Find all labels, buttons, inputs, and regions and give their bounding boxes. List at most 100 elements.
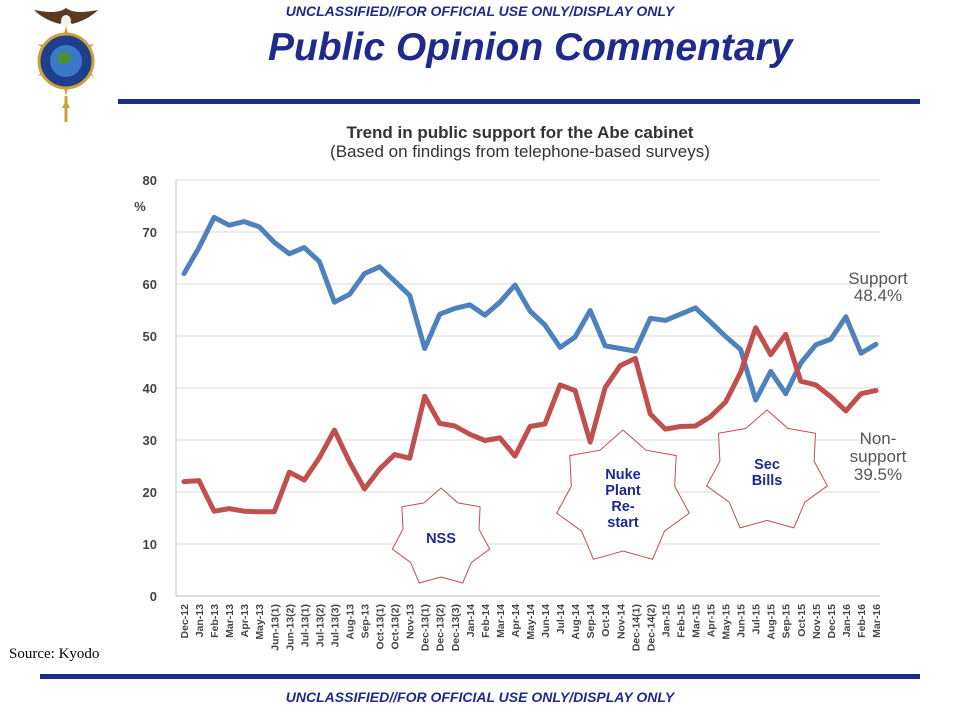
support-point <box>558 345 562 349</box>
chart-subtitle: (Based on findings from telephone-based … <box>330 142 710 161</box>
support-point <box>453 306 457 310</box>
x-tick-label: Dec-13(2) <box>435 604 447 651</box>
support-series-name: Support <box>848 269 908 288</box>
support-point <box>799 361 803 365</box>
x-tick-label: Aug-14 <box>570 604 582 640</box>
non-support-point <box>543 422 547 426</box>
non-support-point <box>588 440 592 444</box>
non-support-point <box>769 353 773 357</box>
non-support-point <box>197 479 201 483</box>
x-tick-label: Dec-12 <box>179 604 191 639</box>
non-support-point <box>423 394 427 398</box>
x-tick-label: Feb-15 <box>675 604 687 638</box>
support-point <box>513 283 517 287</box>
support-point <box>257 225 261 229</box>
x-tick-label: Oct-13(1) <box>375 604 387 650</box>
support-point <box>814 343 818 347</box>
x-tick-label: Jul-13(3) <box>329 604 341 647</box>
support-point <box>588 309 592 312</box>
x-tick-label: May-13 <box>254 604 266 640</box>
non-support-point <box>242 509 246 513</box>
x-tick-label: Dec-13(3) <box>450 604 462 651</box>
non-support-point <box>317 456 321 460</box>
x-tick-label: Jul-13(1) <box>299 604 311 647</box>
command-seal-icon <box>34 8 98 122</box>
support-point <box>348 292 351 296</box>
support-point <box>739 348 743 351</box>
x-tick-label: Jul-13(2) <box>314 604 326 647</box>
non-support-point <box>784 332 788 336</box>
non-support-point <box>227 507 231 511</box>
x-tick-label: Jan-16 <box>841 604 853 637</box>
y-tick-label: 80 <box>143 173 157 188</box>
non-support-point <box>648 412 652 416</box>
callout-text: Plant <box>605 483 641 499</box>
non-support-point <box>257 510 261 514</box>
x-tick-label: Feb-14 <box>480 604 492 638</box>
non-support-point <box>468 432 472 436</box>
y-tick-label: 20 <box>143 485 157 500</box>
support-point <box>227 223 231 227</box>
support-point <box>874 342 878 346</box>
x-tick-label: Aug-15 <box>766 604 778 640</box>
non-support-point <box>799 379 803 383</box>
x-tick-label: Jun-15 <box>736 604 748 638</box>
x-tick-label: Dec-14(2) <box>645 604 657 651</box>
non-support-point <box>453 424 457 428</box>
non-support-point <box>558 383 562 387</box>
source-note: Source: Kyodo <box>9 646 100 662</box>
non-support-point <box>498 436 502 440</box>
non-support-point <box>363 487 366 491</box>
x-tick-label: May-15 <box>721 604 733 640</box>
x-tick-label: Nov-14 <box>615 604 627 639</box>
support-point <box>754 398 758 402</box>
y-tick-label: 70 <box>143 225 157 240</box>
callout-burst-shape <box>391 487 491 584</box>
support-point <box>468 303 472 307</box>
support-point <box>423 347 427 350</box>
seal-eagle-icon <box>34 8 98 27</box>
support-point <box>197 246 201 250</box>
x-tick-label: Jun-14 <box>540 604 552 638</box>
non-support-point <box>859 392 863 396</box>
x-tick-label: Oct-15 <box>796 604 808 637</box>
x-tick-label: Dec-14(1) <box>630 604 642 651</box>
x-tick-label: Jul-14 <box>555 604 567 635</box>
x-tick-label: Dec-13(1) <box>420 604 432 651</box>
chart-title: Trend in public support for the Abe cabi… <box>347 123 694 142</box>
support-point <box>694 306 697 310</box>
y-tick-label: 0 <box>150 589 157 604</box>
callout-nss: NSS <box>391 487 491 584</box>
y-tick-label: 30 <box>143 433 157 448</box>
non-support-point <box>573 389 577 393</box>
x-tick-label: Oct-14 <box>600 604 612 637</box>
y-tick-label: 60 <box>143 277 157 292</box>
support-point <box>844 315 848 319</box>
x-tick-label: Aug-13 <box>344 604 356 640</box>
non-support-series-name-line2: support <box>850 447 907 466</box>
header-rule <box>118 99 920 104</box>
non-support-point <box>287 470 291 474</box>
support-point <box>543 323 547 327</box>
x-tick-label: Nov-13 <box>405 604 417 639</box>
x-tick-label: May-14 <box>525 604 537 640</box>
chart-series <box>181 214 879 515</box>
x-tick-label: Mar-16 <box>871 604 883 638</box>
x-tick-label: Jun-13(2) <box>284 604 296 651</box>
support-point <box>709 320 712 324</box>
x-tick-label: Jan-14 <box>465 604 477 637</box>
y-tick-label: 10 <box>143 537 157 552</box>
non-support-point <box>513 454 517 458</box>
x-tick-label: Oct-13(2) <box>390 604 402 650</box>
x-tick-label: Sep-13 <box>360 604 372 639</box>
x-tick-label: Apr-15 <box>706 604 718 637</box>
support-point <box>498 300 502 304</box>
non-support-point <box>874 389 878 393</box>
non-support-series-name-line1: Non- <box>860 429 897 448</box>
support-point <box>769 369 773 373</box>
support-point <box>573 335 577 339</box>
